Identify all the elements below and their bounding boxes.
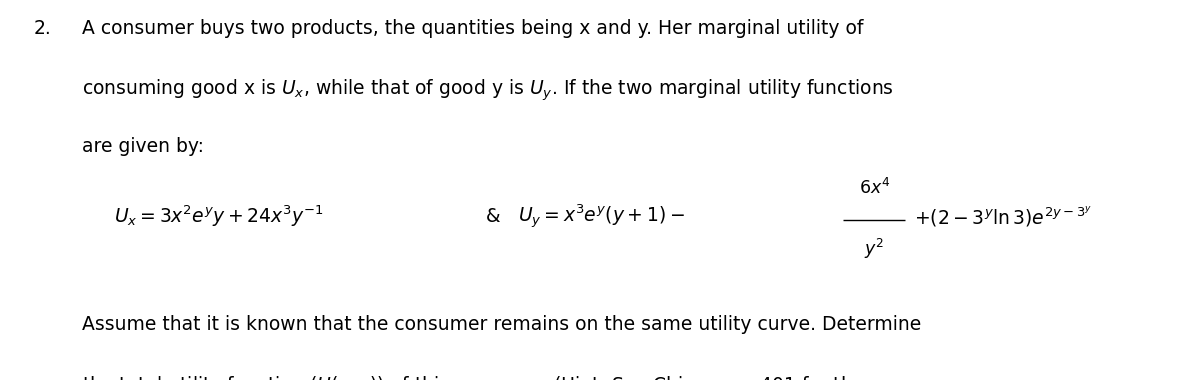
Text: are given by:: are given by: bbox=[82, 137, 204, 156]
Text: Assume that it is known that the consumer remains on the same utility curve. Det: Assume that it is known that the consume… bbox=[82, 315, 920, 334]
Text: $U_y = x^3 e^y(y + 1) -$: $U_y = x^3 e^y(y + 1) -$ bbox=[518, 203, 685, 231]
Text: $U_x = 3x^2e^y y + 24x^3 y^{-1}$: $U_x = 3x^2e^y y + 24x^3 y^{-1}$ bbox=[114, 204, 324, 230]
Text: consuming good x is $U_x$, while that of good y is $U_y$. If the two marginal ut: consuming good x is $U_x$, while that of… bbox=[82, 78, 894, 103]
Text: $+ (2 - 3^y \ln 3)e^{2y-3^y}$: $+ (2 - 3^y \ln 3)e^{2y-3^y}$ bbox=[914, 204, 1093, 229]
Text: $6x^4$: $6x^4$ bbox=[859, 178, 889, 198]
Text: A consumer buys two products, the quantities being x and y. Her marginal utility: A consumer buys two products, the quanti… bbox=[82, 19, 863, 38]
Text: $y^2$: $y^2$ bbox=[864, 237, 884, 261]
Text: &: & bbox=[486, 207, 506, 226]
Text: 2.: 2. bbox=[34, 19, 52, 38]
Text: the total utility function ($U(x, y)$) of this consumer (Hint: See Chiang pg. 40: the total utility function ($U(x, y)$) o… bbox=[82, 374, 864, 380]
